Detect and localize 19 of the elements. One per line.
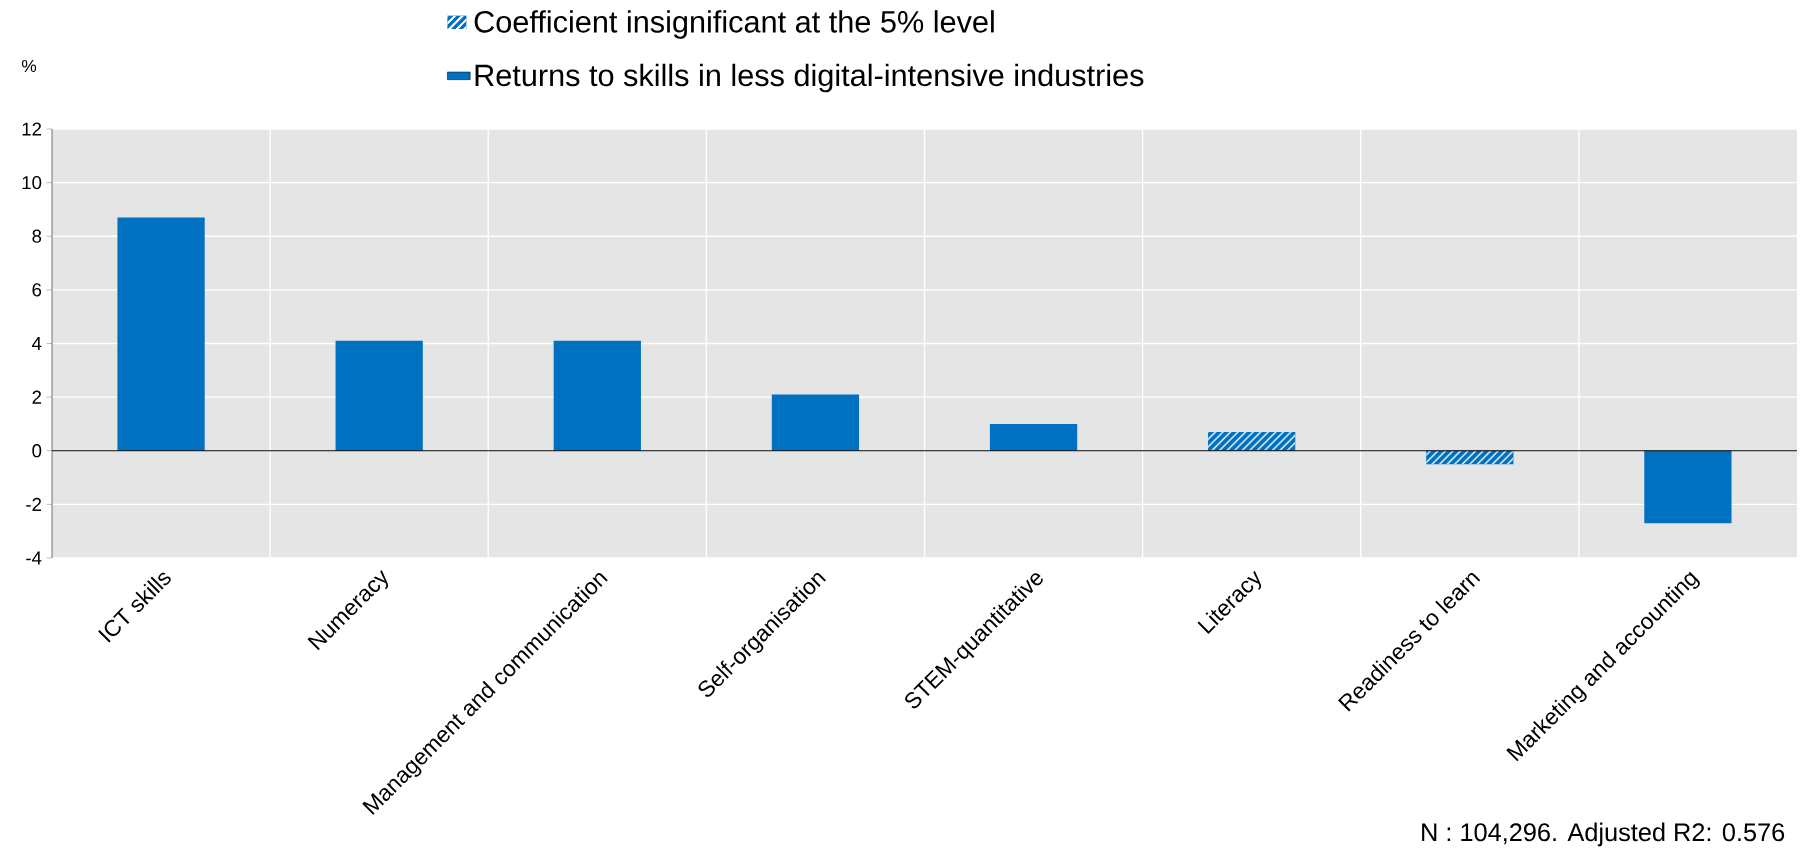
y-tick-label: 4 — [32, 337, 42, 350]
bar — [335, 340, 423, 451]
y-axis-title: % — [21, 59, 37, 73]
y-tick-label: 10 — [22, 175, 42, 190]
y-tick-label: 0 — [32, 444, 42, 458]
bar — [989, 423, 1078, 451]
bar — [117, 217, 205, 451]
bar — [771, 394, 860, 451]
bar — [1644, 450, 1732, 524]
y-tick-label: 8 — [32, 229, 42, 243]
bar — [553, 340, 641, 451]
y-tick-label: -4 — [26, 551, 42, 565]
legend-label: Coefficient insignificant at the 5% level — [474, 10, 994, 39]
legend-label: Returns to skills in less digital-intensive industries — [475, 63, 1144, 93]
text: N : 104,296. Adjusted R2: 0.576 — [1422, 822, 1785, 847]
y-tick-label: 12 — [22, 122, 42, 136]
y-tick-label: 6 — [32, 283, 42, 297]
y-tick-label: 2 — [32, 390, 42, 404]
y-tick-label: -2 — [26, 497, 42, 511]
